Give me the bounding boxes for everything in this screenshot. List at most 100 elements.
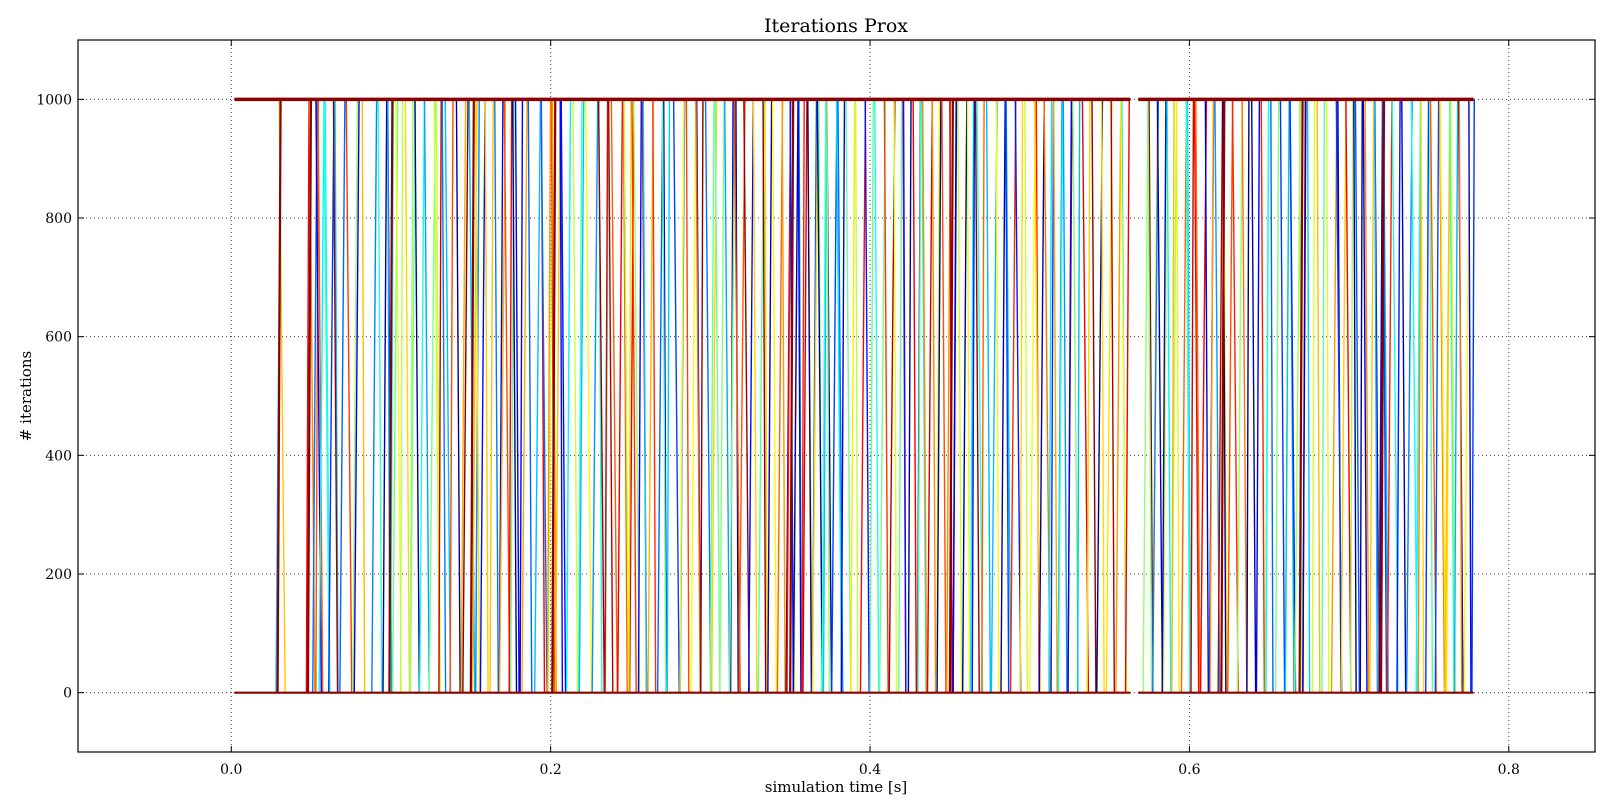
series-transition-line	[957, 99, 963, 693]
series-transition-line	[1195, 99, 1201, 693]
series-transition-line	[323, 99, 331, 693]
series-transition-line	[1217, 99, 1224, 693]
series-transition-line	[762, 99, 767, 693]
series-transition-line	[305, 99, 310, 693]
series-transition-line	[631, 99, 637, 693]
series-transition-line	[1425, 99, 1430, 693]
series-transition-line	[912, 99, 918, 693]
series-transition-line	[797, 99, 802, 693]
series-transition-line	[859, 99, 867, 693]
series-transition-line	[1311, 99, 1316, 693]
series-transition-line	[315, 99, 320, 693]
series-transition-line	[661, 99, 667, 693]
series-transition-line	[332, 99, 339, 693]
series-transition-line	[1379, 99, 1386, 693]
series-transition-line	[352, 99, 359, 693]
series-transition-line	[1190, 99, 1195, 693]
series-transition-line	[917, 99, 922, 693]
series-transition-line	[1321, 99, 1326, 693]
series-transition-line	[1265, 99, 1270, 693]
series-transition-line	[1236, 99, 1243, 693]
series-transition-line	[623, 99, 630, 693]
series-transition-line	[771, 99, 778, 693]
series-transition-line	[1354, 99, 1361, 693]
series-transition-line	[419, 99, 426, 693]
y-tick-label: 200	[45, 567, 72, 583]
series-transition-line	[811, 99, 819, 693]
series-transition-line	[663, 99, 668, 693]
series-transition-line	[560, 99, 567, 693]
series-transition-line	[551, 99, 557, 693]
series-transition-line	[821, 99, 827, 693]
series-transition-line	[985, 99, 992, 693]
series-transition-line	[1345, 99, 1352, 693]
series-transition-line	[854, 99, 859, 693]
series-transition-line	[1076, 99, 1081, 693]
series-transition-line	[318, 99, 325, 693]
series-transition-line	[936, 99, 942, 693]
series-transition-line	[1373, 99, 1379, 693]
series-transition-line	[390, 99, 395, 693]
series-transition-line	[371, 99, 378, 693]
series-transition-line	[1171, 99, 1175, 693]
series-transition-line	[1185, 99, 1191, 693]
series-transition-line	[508, 99, 513, 693]
series-transition-line	[1014, 99, 1022, 693]
series-transition-line	[974, 99, 980, 693]
series-transition-line	[1458, 99, 1463, 693]
series-transition-line	[672, 99, 680, 693]
series-transition-line	[1148, 99, 1154, 693]
series-transition-line	[801, 99, 805, 693]
series-transition-line	[637, 99, 642, 693]
series-transition-line	[484, 99, 489, 693]
series-transition-line	[1050, 99, 1055, 693]
series-transition-line	[652, 99, 657, 693]
series-transition-line	[377, 99, 383, 693]
series-transition-line	[489, 99, 494, 693]
series-transition-line	[1359, 99, 1363, 693]
series-transition-line	[719, 99, 725, 693]
series-transition-line	[1204, 99, 1210, 693]
series-transition-line	[1029, 99, 1036, 693]
series-transition-line	[1284, 99, 1290, 693]
series-transition-line	[1231, 99, 1239, 693]
series-transition-line	[704, 99, 712, 693]
x-tick-label: 0.2	[540, 762, 562, 778]
series-transition-line	[388, 99, 394, 693]
series-transition-line	[469, 99, 475, 693]
series-transition-line	[1274, 99, 1280, 693]
series-transition-line	[941, 99, 947, 693]
series-transition-line	[1260, 99, 1266, 693]
series-transition-line	[382, 99, 388, 693]
series-transition-line	[1105, 99, 1113, 693]
x-tick-label: 0.0	[220, 762, 242, 778]
series-transition-line	[1250, 99, 1257, 693]
series-transition-line	[995, 99, 1000, 693]
series-transition-line	[1147, 99, 1153, 693]
series-transition-line	[1052, 99, 1058, 693]
series-transition-line	[521, 99, 528, 693]
series-transition-line	[1000, 99, 1006, 693]
series-transition-line	[1220, 99, 1226, 693]
series-transition-line	[409, 99, 414, 693]
series-transition-line	[1289, 99, 1297, 693]
series-transition-line	[604, 99, 609, 693]
series-transition-line	[695, 99, 701, 693]
series-transition-line	[1086, 99, 1091, 693]
series-transition-line	[1378, 99, 1384, 693]
series-transition-line	[317, 99, 324, 693]
series-transition-line	[1396, 99, 1401, 693]
series-transition-line	[1161, 99, 1167, 693]
series-transition-line	[709, 99, 715, 693]
series-transition-line	[1335, 99, 1343, 693]
series-transition-line	[503, 99, 511, 693]
series-transition-line	[1453, 99, 1459, 693]
series-transition-line	[572, 99, 579, 693]
series-transition-line	[840, 99, 846, 693]
series-transition-line	[498, 99, 507, 693]
y-axis-label: # iterations	[17, 351, 35, 441]
series-transition-line	[1005, 99, 1010, 693]
series-transition-line	[792, 99, 799, 693]
series-transition-line	[893, 99, 898, 693]
series-transition-line	[1386, 99, 1393, 693]
